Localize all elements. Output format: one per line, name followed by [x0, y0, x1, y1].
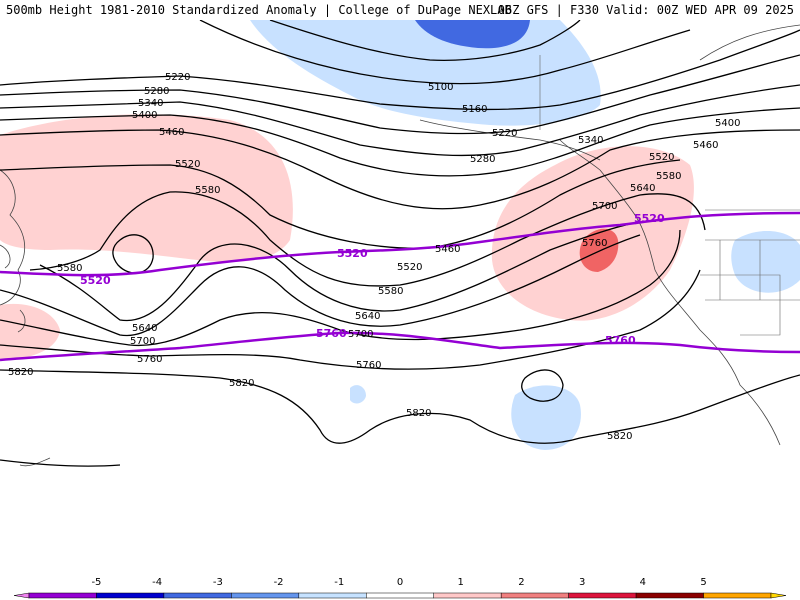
contour-label: 5520 [397, 262, 422, 273]
legend-swatch [500, 592, 569, 599]
legend-color-bar [13, 592, 787, 599]
contour-label: 5520 [649, 152, 674, 163]
negative-anomaly-region [250, 20, 601, 126]
strong-positive-anomaly-region [579, 228, 619, 272]
contour-label: 5640 [355, 311, 380, 322]
negative-anomaly-region [731, 230, 800, 293]
legend-swatch [635, 592, 704, 599]
contour-label: 5820 [8, 367, 33, 378]
contour-label: 5340 [138, 98, 163, 109]
legend-tick-label: -5 [91, 577, 101, 588]
legend-tick-label: 3 [579, 577, 585, 588]
climo-label: 5520 [634, 212, 665, 225]
anomaly-shading [0, 20, 800, 450]
contour-label: 5400 [132, 110, 157, 121]
contour-label: 5520 [175, 159, 200, 170]
legend-tick-label: -1 [334, 577, 344, 588]
legend-swatch [703, 592, 772, 599]
contour-label: 5640 [630, 183, 655, 194]
contour-label: 5460 [435, 244, 460, 255]
positive-anomaly-region [0, 114, 293, 263]
contour-label: 5340 [578, 135, 603, 146]
contour-label: 5700 [348, 329, 373, 340]
contour-label: 5220 [492, 128, 517, 139]
contour-label: 5400 [715, 118, 740, 129]
contour-label: 5280 [144, 86, 169, 97]
contour-label: 5760 [137, 354, 162, 365]
legend-swatch [231, 592, 300, 599]
climo-label: 5760 [316, 327, 347, 340]
contour-label: 5100 [428, 82, 453, 93]
contour-label: 5460 [159, 127, 184, 138]
legend-swatch [568, 592, 637, 599]
contour-label: 5160 [462, 104, 487, 115]
map-title: 500mb Height 1981-2010 Standardized Anom… [6, 3, 512, 17]
climatology-lines [0, 211, 800, 362]
legend-tick-label: 5 [700, 577, 706, 588]
contour-label: 5700 [130, 336, 155, 347]
coastlines [0, 24, 800, 467]
negative-anomaly-region [511, 385, 581, 450]
contour-label: 5460 [693, 140, 718, 151]
contour-labels: 5100 5160 5220 5220 5280 5280 5340 5340 … [8, 72, 740, 442]
state-borders [539, 55, 800, 336]
contour-label: 5820 [229, 378, 254, 389]
contour-label: 5220 [165, 72, 190, 83]
contour-label: 5280 [470, 154, 495, 165]
anomaly-map: 5100 5160 5220 5220 5280 5280 5340 5340 … [0, 20, 800, 467]
climo-5760-line [0, 331, 800, 362]
legend-tick-label: 1 [458, 577, 464, 588]
legend-swatch [28, 592, 97, 599]
contour-label: 5820 [607, 431, 632, 442]
height-contours [0, 20, 800, 467]
legend-swatch [163, 592, 232, 599]
contour-label: 5580 [378, 286, 403, 297]
legend-tick-label: -2 [274, 577, 284, 588]
legend-swatch [96, 592, 165, 599]
legend-tick-label: -4 [152, 577, 162, 588]
climo-5520-line [0, 211, 800, 277]
legend-tick-label: 2 [518, 577, 524, 588]
contour-label: 5760 [582, 238, 607, 249]
legend-swatch [298, 592, 367, 599]
positive-anomaly-region [0, 303, 60, 360]
contour-label: 5580 [195, 185, 220, 196]
map-header: 500mb Height 1981-2010 Standardized Anom… [0, 0, 800, 20]
legend-ticks: -5 -4 -3 -2 -1 0 1 2 3 4 5 [91, 577, 706, 588]
contour-label: 5640 [132, 323, 157, 334]
contour-label: 5760 [356, 360, 381, 371]
legend-swatch [366, 592, 434, 599]
strong-negative-anomaly-region [415, 20, 530, 49]
legend-arrow-right [770, 592, 787, 599]
contour-label: 5580 [57, 263, 82, 274]
negative-anomaly-region [350, 385, 366, 404]
climo-label: 5520 [80, 274, 111, 287]
climo-label: 5520 [337, 247, 368, 260]
legend-tick-label: -3 [213, 577, 223, 588]
climo-labels: 5520 5520 5520 5760 5760 [80, 212, 665, 347]
model-run-info: 06Z GFS | F330 Valid: 00Z WED APR 09 202… [497, 3, 794, 17]
contour-label: 5700 [592, 201, 617, 212]
anomaly-color-legend: -5 -4 -3 -2 -1 0 1 2 3 4 5 [0, 570, 800, 600]
legend-arrow-left [13, 592, 30, 599]
legend-tick-label: 4 [640, 577, 646, 588]
legend-swatch [433, 592, 502, 599]
climo-label: 5760 [605, 334, 636, 347]
contour-label: 5580 [656, 171, 681, 182]
legend-tick-label: 0 [397, 577, 403, 588]
contour-label: 5820 [406, 408, 431, 419]
